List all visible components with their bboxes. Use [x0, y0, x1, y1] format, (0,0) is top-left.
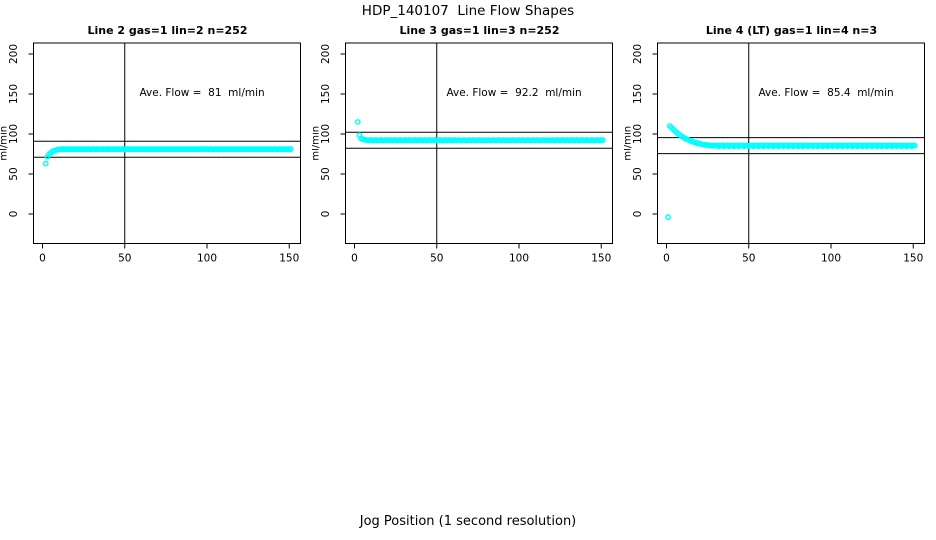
svg-text:150: 150: [320, 84, 332, 104]
panel-line-2: Line 2 gas=1 lin=2 n=252 0 50 100 150 0 50 100…: [0, 20, 312, 272]
svg-text:Ave. Flow = 92.2 ml/min: Ave. Flow = 92.2 ml/min: [446, 87, 581, 99]
svg-text:100: 100: [821, 253, 841, 265]
svg-text:ml/min: ml/min: [312, 126, 322, 161]
figure-title: HDP_140107 Line Flow Shapes: [361, 3, 575, 19]
scatter-plot-line-2: 0 50 100 150 0 50 100 150 200 ml/min Ave. Flow = 8…: [0, 42, 301, 265]
svg-text:100: 100: [320, 124, 332, 144]
svg-text:150: 150: [903, 253, 923, 265]
svg-text:Ave. Flow = 81 ml/min: Ave. Flow = 81 ml/min: [139, 87, 264, 99]
scatter-plot-line-3: 0 50 100 150 0 50 100 150 200 ml/min Ave. Flow = 9…: [312, 42, 613, 265]
svg-text:150: 150: [279, 253, 299, 265]
svg-text:50: 50: [118, 253, 131, 265]
svg-text:ml/min: ml/min: [624, 126, 634, 161]
svg-text:100: 100: [509, 253, 529, 265]
svg-text:150: 150: [8, 84, 20, 104]
svg-text:100: 100: [8, 124, 20, 144]
svg-text:50: 50: [632, 167, 644, 180]
panel-title-line-3: Line 3 gas=1 lin=3 n=252: [399, 24, 560, 37]
svg-text:50: 50: [320, 167, 332, 180]
panel-line-3: Line 3 gas=1 lin=3 n=252 0 50 100 150 0 50 100…: [312, 20, 624, 272]
svg-text:0: 0: [351, 253, 358, 265]
svg-text:0: 0: [320, 211, 332, 218]
svg-text:0: 0: [8, 211, 20, 218]
svg-text:50: 50: [430, 253, 443, 265]
svg-text:0: 0: [39, 253, 46, 265]
svg-text:150: 150: [632, 84, 644, 104]
svg-text:0: 0: [663, 253, 670, 265]
panel-title-line-4: Line 4 (LT) gas=1 lin=4 n=3: [705, 24, 878, 37]
svg-text:50: 50: [742, 253, 755, 265]
panel-title-line-2: Line 2 gas=1 lin=2 n=252: [87, 24, 248, 37]
svg-text:Ave. Flow = 85.4 ml/min: Ave. Flow = 85.4 ml/min: [758, 87, 893, 99]
svg-text:200: 200: [8, 44, 20, 64]
x-axis-label: Jog Position (1 second resolution): [359, 514, 577, 529]
scatter-plot-line-4: 0 50 100 150 0 50 100 150 200 ml/min Ave. Flow = 8…: [624, 42, 925, 265]
svg-text:0: 0: [632, 211, 644, 218]
svg-text:100: 100: [197, 253, 217, 265]
svg-text:200: 200: [632, 44, 644, 64]
svg-text:100: 100: [632, 124, 644, 144]
svg-text:ml/min: ml/min: [0, 126, 10, 161]
svg-text:150: 150: [591, 253, 611, 265]
panel-line-4: Line 4 (LT) gas=1 lin=4 n=3 0 50 100 150 0 50…: [624, 20, 936, 272]
svg-text:50: 50: [8, 167, 20, 180]
svg-text:200: 200: [320, 44, 332, 64]
